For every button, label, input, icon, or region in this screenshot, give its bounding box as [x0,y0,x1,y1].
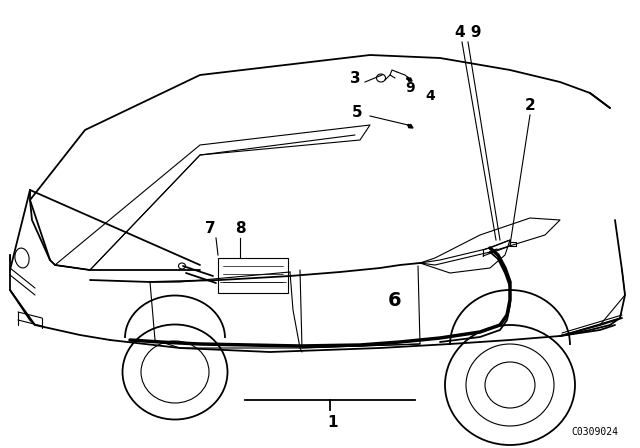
Text: 4 9: 4 9 [455,25,481,39]
Text: 9: 9 [405,81,415,95]
Text: 1: 1 [328,414,339,430]
Text: 3: 3 [349,70,360,86]
FancyArrow shape [406,77,412,81]
Text: 2: 2 [525,98,536,112]
Text: 7: 7 [205,220,215,236]
Text: C0309024: C0309024 [572,427,618,437]
Text: 8: 8 [235,220,245,236]
FancyArrow shape [408,124,413,128]
Text: 4: 4 [425,89,435,103]
Text: 6: 6 [388,290,402,310]
Text: 5: 5 [352,104,362,120]
